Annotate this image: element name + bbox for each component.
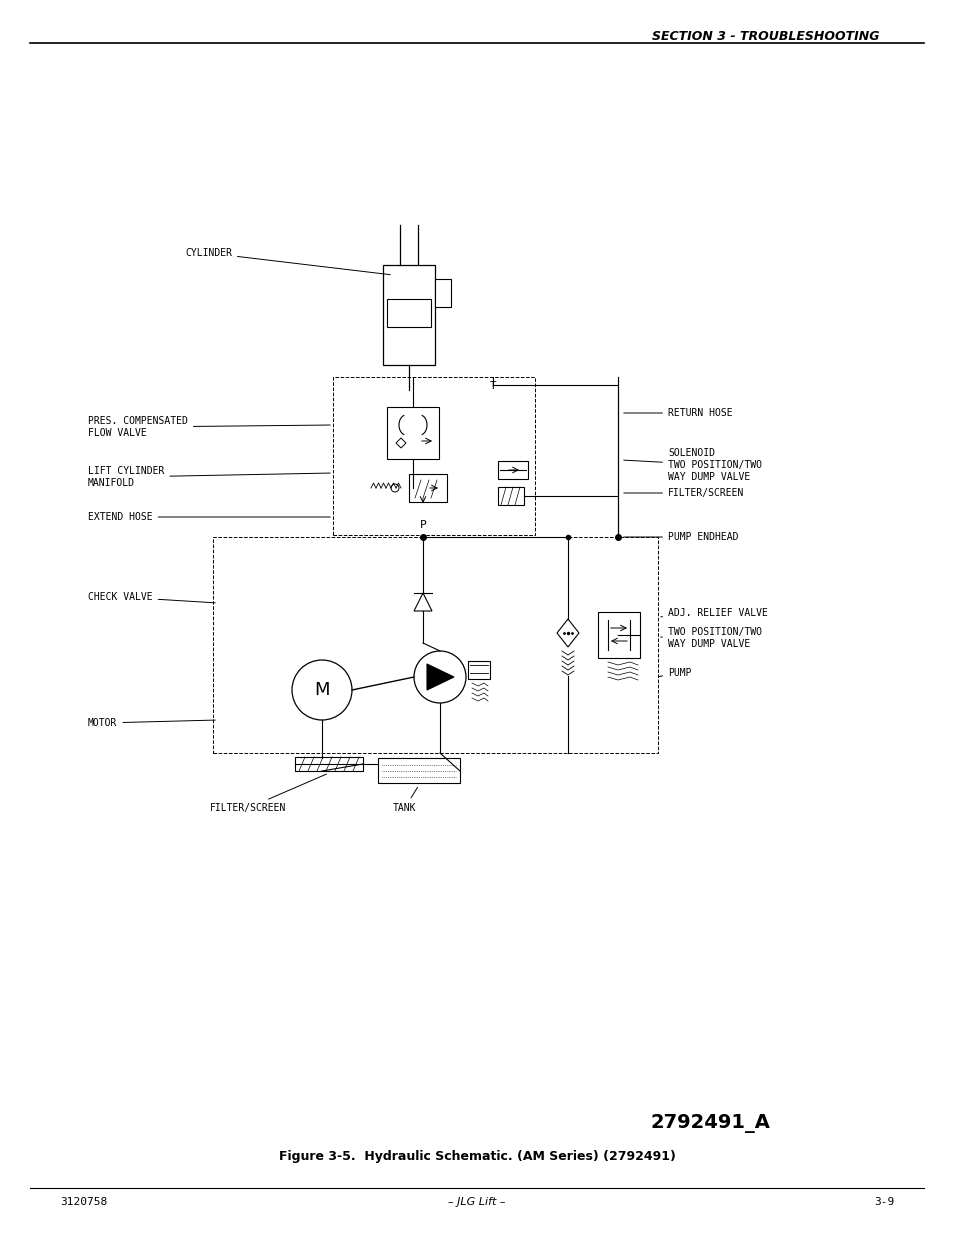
Text: PUMP ENDHEAD: PUMP ENDHEAD [623,532,738,542]
Bar [435,279,451,308]
Text: Figure 3-5.  Hydraulic Schematic. (AM Series) (2792491): Figure 3-5. Hydraulic Schematic. (AM Ser… [278,1150,675,1163]
Polygon shape [427,664,454,690]
Text: TWO POSITION/TWO
WAY DUMP VALVE: TWO POSITION/TWO WAY DUMP VALVE [660,627,761,648]
Bar [497,461,527,479]
Text: T: T [489,382,496,391]
Text: RETURN HOSE: RETURN HOSE [623,408,732,417]
Text: CYLINDER: CYLINDER [185,248,390,274]
Text: EXTEND HOSE: EXTEND HOSE [88,513,330,522]
Polygon shape [414,593,432,611]
Bar [377,758,459,783]
Bar [409,474,447,501]
Bar [598,613,639,658]
Bar [387,299,431,327]
Text: PUMP: PUMP [658,668,691,678]
Text: PRES. COMPENSATED
FLOW VALVE: PRES. COMPENSATED FLOW VALVE [88,416,330,437]
Text: TANK: TANK [393,788,417,813]
Text: 3-9: 3-9 [873,1197,893,1207]
Bar [213,537,658,753]
Bar [468,661,490,679]
Text: ADJ. RELIEF VALVE: ADJ. RELIEF VALVE [660,608,767,618]
Text: P: P [419,520,426,530]
Bar [333,377,535,535]
Text: SOLENOID
TWO POSITION/TWO
WAY DUMP VALVE: SOLENOID TWO POSITION/TWO WAY DUMP VALVE [623,448,761,482]
Text: M: M [314,680,330,699]
Bar [497,487,523,505]
Text: 2792491_A: 2792491_A [649,1114,769,1132]
Text: 3120758: 3120758 [60,1197,107,1207]
Text: SECTION 3 - TROUBLESHOOTING: SECTION 3 - TROUBLESHOOTING [652,30,879,43]
Bar [382,266,435,366]
Text: FILTER/SCREEN: FILTER/SCREEN [210,774,326,813]
Circle shape [414,651,465,703]
Text: FILTER/SCREEN: FILTER/SCREEN [623,488,743,498]
Text: – JLG Lift –: – JLG Lift – [448,1197,505,1207]
Bar [294,757,363,771]
Text: CHECK VALVE: CHECK VALVE [88,592,215,603]
Circle shape [292,659,352,720]
Text: LIFT CYLINDER
MANIFOLD: LIFT CYLINDER MANIFOLD [88,466,330,488]
Text: MOTOR: MOTOR [88,718,215,727]
Bar [387,408,438,459]
